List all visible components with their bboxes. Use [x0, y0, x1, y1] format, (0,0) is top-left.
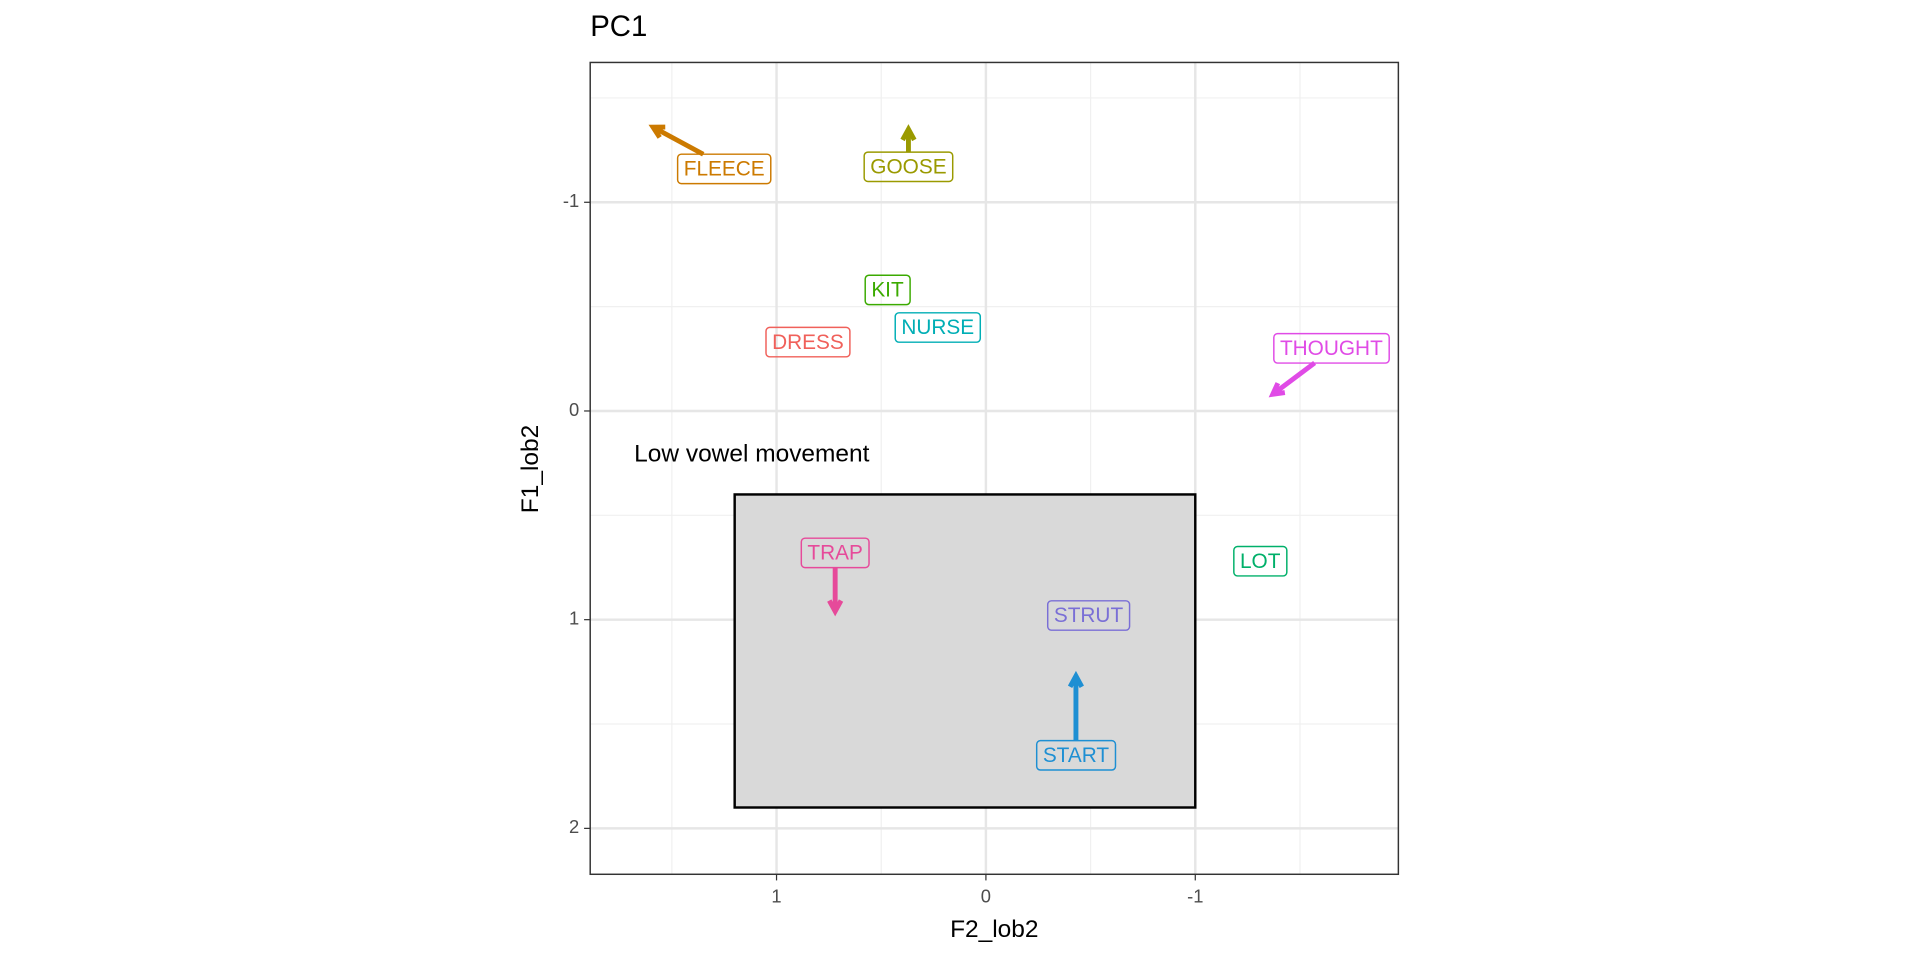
vowel-label: NURSE: [894, 312, 982, 343]
label-text: TRAP: [807, 542, 862, 565]
label-box: [1273, 332, 1390, 364]
y-tick-label: -1: [563, 190, 579, 211]
arrow-head: [1268, 382, 1286, 398]
x-tick-label: 1: [771, 885, 781, 906]
label-text: THOUGHT: [1280, 337, 1383, 360]
highlight-rect: [733, 493, 1197, 809]
arrow-head: [900, 124, 917, 142]
arrow-head: [648, 124, 666, 139]
label-box: [863, 151, 954, 183]
vowel-label: GOOSE: [863, 151, 954, 183]
vowel-label: THOUGHT: [1273, 332, 1390, 364]
y-tick-label: 0: [569, 399, 579, 420]
label-text: KIT: [871, 279, 904, 302]
label-box: [676, 153, 772, 185]
label-box: [1035, 739, 1117, 771]
y-tick-label: 2: [569, 816, 579, 837]
panel-border: [589, 61, 1400, 876]
label-box: [800, 537, 870, 569]
x-tick-label: -1: [1187, 885, 1203, 906]
label-box: [765, 326, 851, 358]
vowel-label: STRUT: [1046, 600, 1131, 631]
vowel-label: DRESS: [765, 326, 851, 358]
label-box: [894, 312, 982, 343]
arrow-head: [827, 599, 844, 617]
label-box: [1233, 545, 1288, 577]
chart-title: PC1: [590, 10, 647, 43]
label-text: DRESS: [772, 331, 844, 354]
arrow: [651, 124, 705, 157]
vowel-label: START: [1035, 739, 1117, 771]
vowel-label: TRAP: [800, 537, 870, 569]
label-text: START: [1043, 744, 1110, 767]
y-tick-label: 1: [569, 608, 579, 629]
vowel-label: FLEECE: [676, 153, 772, 185]
arrow-head: [1067, 670, 1084, 688]
vowel-label: KIT: [864, 274, 911, 306]
annotation: Low vowel movement: [634, 440, 869, 467]
x-axis-title: F2_lob2: [950, 916, 1038, 943]
vowel-label: LOT: [1233, 545, 1288, 577]
label-box: [1046, 600, 1131, 631]
label-text: LOT: [1240, 550, 1281, 573]
label-text: NURSE: [901, 316, 974, 339]
y-axis-title: F1_lob2: [517, 425, 544, 513]
x-tick-label: 0: [981, 885, 991, 906]
arrow: [1271, 361, 1317, 397]
label-text: STRUT: [1054, 604, 1124, 627]
label-box: [864, 274, 911, 306]
label-text: FLEECE: [684, 158, 765, 181]
label-text: GOOSE: [870, 156, 946, 179]
